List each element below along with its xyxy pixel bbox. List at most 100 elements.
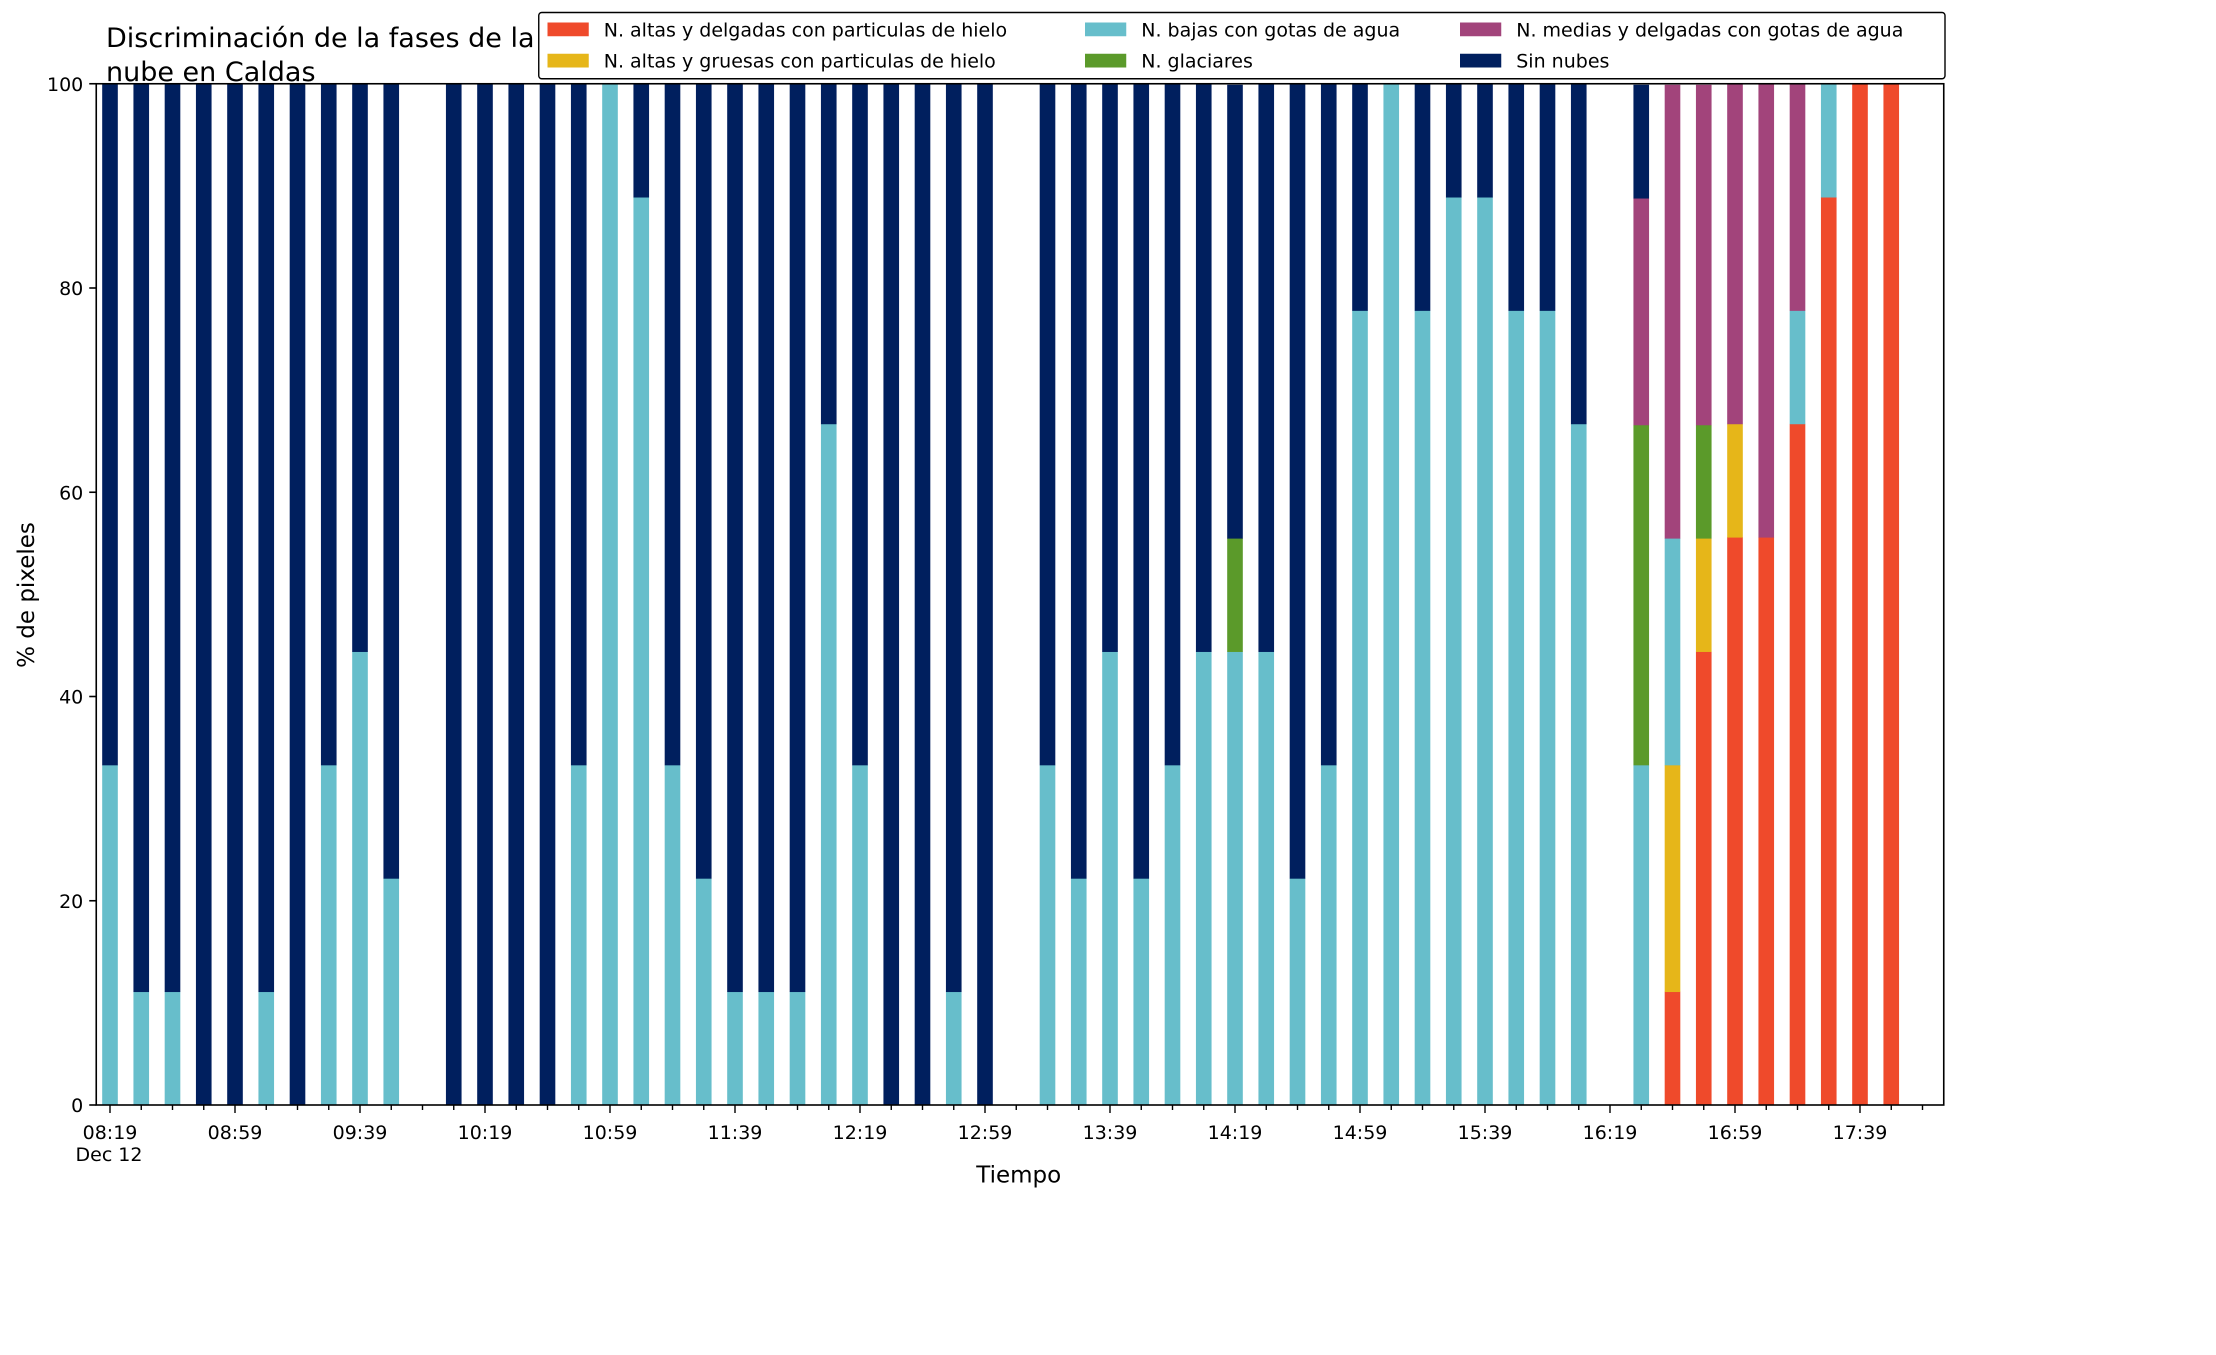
bar-segment — [727, 83, 743, 993]
bar-segment — [1320, 83, 1337, 766]
legend-label: Sin nubes — [1516, 51, 1609, 73]
bar-segment — [758, 991, 775, 1106]
bar-segment — [570, 764, 587, 1106]
bar-segment — [602, 83, 618, 1106]
bar-segment — [1133, 878, 1150, 1106]
x-tick-label: 11:39 — [708, 1122, 763, 1144]
bar-segment — [258, 83, 275, 993]
y-axis-label: % de pixeles — [14, 522, 40, 668]
bar-segment — [1445, 83, 1462, 198]
x-axis: 08:19 08:59 09:39 10:19 10:59 11:39 12:19 12:59… — [76, 1105, 1924, 1166]
bar-segment — [1414, 310, 1431, 1106]
x-axis-label: Tiempo — [975, 1163, 1061, 1189]
bar-segment — [945, 83, 962, 993]
y-tick-label: 20 — [59, 891, 83, 913]
bar-segment — [570, 83, 587, 766]
bar-segment — [1352, 310, 1368, 1106]
legend-swatch — [1460, 22, 1502, 37]
bar-segment — [883, 83, 900, 1106]
bar-segment — [352, 651, 368, 1106]
x-tick-label: 12:19 — [833, 1122, 888, 1144]
bar-segment — [1633, 198, 1650, 426]
bar-segment — [383, 878, 400, 1106]
bar-segment — [352, 83, 368, 652]
bar-segment — [1633, 84, 1650, 199]
bar-segment — [664, 764, 681, 1106]
bar-segment — [508, 83, 525, 1106]
bar-segment — [1789, 310, 1806, 425]
x-tick-label: 12:59 — [958, 1122, 1013, 1144]
bar-segment — [195, 83, 212, 1106]
bar-segment — [1133, 83, 1150, 879]
bar-segment — [1070, 878, 1087, 1106]
bar-segment — [445, 83, 462, 1106]
bar-segment — [1570, 83, 1587, 425]
x-tick-label: 09:39 — [333, 1122, 388, 1144]
bar-segment — [1289, 83, 1306, 879]
legend-label: N. glaciares — [1141, 51, 1253, 73]
bar-segment — [1195, 651, 1212, 1106]
legend: N. altas y delgadas con particulas de hi… — [538, 11, 1946, 80]
y-tick-label: 0 — [71, 1095, 83, 1117]
bar-segment — [852, 83, 868, 766]
bar-segment — [477, 83, 493, 1106]
bar-segment — [633, 197, 650, 1106]
bar-segment — [1727, 537, 1743, 1106]
bar-segment — [945, 991, 962, 1106]
bar-segment — [1102, 651, 1118, 1106]
bar-segment — [1695, 84, 1712, 426]
bars-layer — [102, 83, 1900, 1106]
bar-segment — [1633, 764, 1650, 1106]
bar-segment — [1789, 423, 1806, 1106]
bar-segment — [1664, 764, 1681, 993]
bar-segment — [727, 991, 743, 1106]
bar-segment — [1727, 423, 1743, 538]
bar-segment — [1758, 537, 1775, 1106]
legend-swatch — [1085, 22, 1127, 37]
bar-segment — [1258, 651, 1275, 1106]
bar-segment — [102, 764, 118, 1106]
bar-segment — [1352, 83, 1368, 311]
bar-segment — [1414, 83, 1431, 311]
x-tick-label: 17:39 — [1833, 1122, 1888, 1144]
legend-swatch — [1460, 53, 1502, 68]
bar-segment — [1227, 651, 1243, 1106]
bar-segment — [789, 83, 806, 993]
bar-segment — [1039, 83, 1056, 766]
bar-segment — [1570, 423, 1587, 1106]
x-tick-label: 08:19 — [83, 1122, 138, 1144]
bar-segment — [1852, 83, 1868, 1106]
x-tick-label: 16:59 — [1708, 1122, 1763, 1144]
bar-segment — [1820, 197, 1837, 1106]
y-tick-label: 80 — [59, 278, 83, 300]
y-tick-label: 40 — [59, 687, 83, 709]
bar-segment — [258, 991, 275, 1106]
bar-segment — [1164, 83, 1181, 766]
bar-segment — [1664, 991, 1681, 1106]
x-tick-label: 14:19 — [1208, 1122, 1263, 1144]
bar-segment — [1070, 83, 1087, 879]
x-date-label: Dec 12 — [76, 1144, 143, 1166]
x-tick-label: 10:59 — [583, 1122, 638, 1144]
legend-swatch — [547, 53, 589, 68]
bar-segment — [1883, 83, 1900, 1106]
bar-segment — [1477, 83, 1493, 198]
bar-segment — [695, 878, 712, 1106]
bar-segment — [664, 83, 681, 766]
y-tick-label: 100 — [47, 74, 83, 96]
bar-segment — [1758, 83, 1775, 538]
plot-frame — [95, 82, 1945, 1106]
bar-segment — [1102, 83, 1118, 652]
bar-segment — [1227, 538, 1243, 652]
legend-label: N. bajas con gotas de agua — [1141, 19, 1400, 41]
bar-segment — [1695, 424, 1712, 539]
legend-swatch — [547, 22, 589, 37]
bar-segment — [383, 83, 400, 879]
bar-segment — [1508, 83, 1525, 311]
bar-segment — [1664, 84, 1681, 539]
bar-segment — [758, 83, 775, 993]
bar-segment — [1320, 764, 1337, 1106]
bar-segment — [820, 423, 837, 1106]
